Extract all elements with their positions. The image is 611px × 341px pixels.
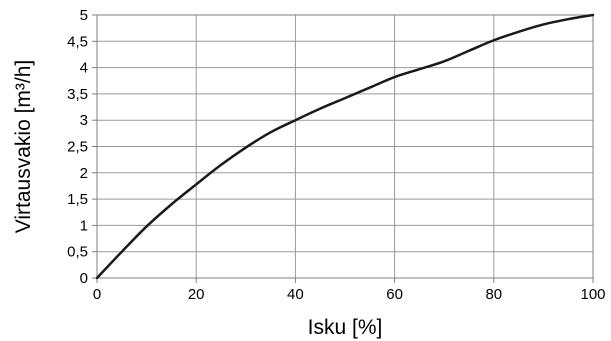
y-tick-label: 1 — [80, 217, 88, 234]
y-tick-label: 5 — [80, 7, 88, 24]
x-axis-title: Isku [%] — [308, 316, 383, 339]
x-tick-label: 0 — [93, 286, 101, 303]
x-tick-label: 80 — [485, 286, 502, 303]
x-tick-label: 40 — [287, 286, 304, 303]
y-tick-label: 3,5 — [67, 86, 88, 103]
grid — [96, 14, 594, 279]
ticks: 0 0,5 1 1,5 2 2,5 3 3,5 4 4,5 5 0 20 40 60 80 100 — [67, 7, 605, 303]
y-axis-title: Virtausvakio [m³/h] — [12, 60, 35, 234]
x-tick-label: 60 — [386, 286, 403, 303]
y-tick-label: 3 — [80, 112, 88, 129]
y-tick-label: 4,5 — [67, 33, 88, 50]
y-tick-label: 2 — [80, 165, 88, 182]
series — [95, 13, 595, 280]
series-line — [95, 13, 595, 280]
y-tick-label: 0 — [80, 270, 88, 287]
x-tick-label: 20 — [188, 286, 205, 303]
y-tick-label: 2,5 — [67, 139, 88, 156]
y-tick-label: 1,5 — [67, 191, 88, 208]
y-tick-label: 4 — [80, 60, 88, 77]
x-tick-label: 100 — [580, 286, 605, 303]
y-tick-label: 0,5 — [67, 244, 88, 261]
